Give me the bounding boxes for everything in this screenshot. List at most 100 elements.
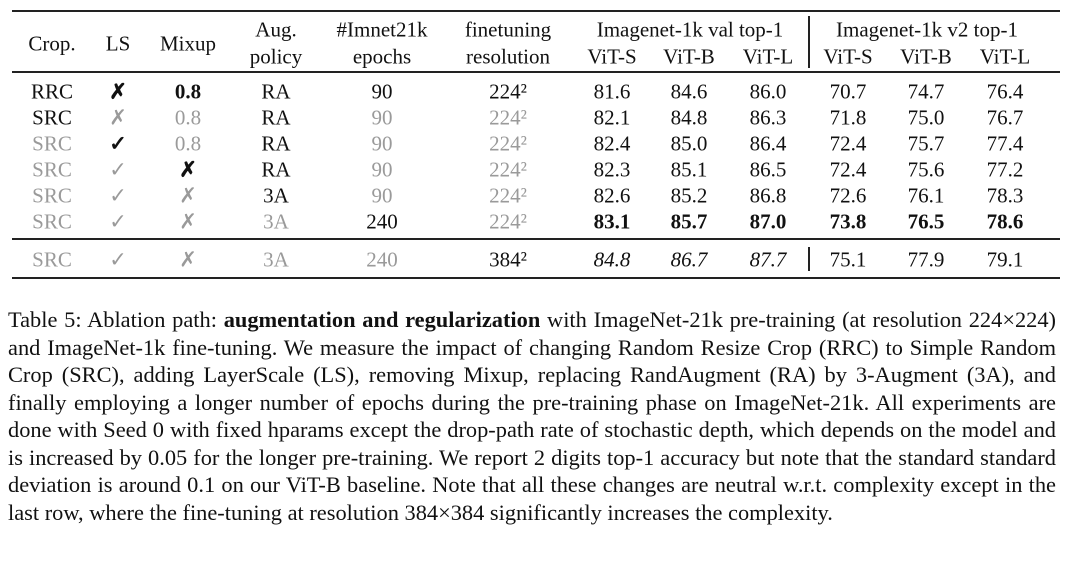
table-cell: 86.0 bbox=[749, 79, 787, 104]
table-cell: 75.0 bbox=[907, 105, 945, 130]
caption-text: with ImageNet-21k pre-training (at resol… bbox=[8, 307, 1056, 525]
table-cell: ✗ bbox=[179, 209, 197, 234]
table-cell: 74.7 bbox=[907, 79, 945, 104]
table-cell: 240 bbox=[366, 247, 398, 272]
header-cell: Mixup bbox=[159, 31, 217, 56]
table-cell: 71.8 bbox=[829, 105, 867, 130]
header-cell: LS bbox=[105, 31, 131, 56]
header-cell: ViT-L bbox=[742, 44, 794, 69]
table-cell: 82.1 bbox=[593, 105, 631, 130]
header-cell: ViT-B bbox=[663, 44, 715, 69]
table-cell: SRC bbox=[32, 105, 72, 130]
header-cell: ViT-S bbox=[587, 44, 637, 69]
table-cell: SRC bbox=[32, 247, 72, 272]
table-cell: ✗ bbox=[179, 183, 197, 208]
header-cell: finetuning bbox=[464, 17, 552, 42]
top-rule bbox=[12, 10, 1060, 12]
table-cell: 224² bbox=[489, 209, 527, 234]
table-cell: 224² bbox=[489, 105, 527, 130]
mid-rule bbox=[12, 238, 1060, 240]
table-cell: 81.6 bbox=[593, 79, 631, 104]
table-cell: 384² bbox=[489, 247, 527, 272]
table-cell: 85.1 bbox=[670, 157, 708, 182]
table-cell: ✓ bbox=[109, 157, 127, 182]
table-cell: ✓ bbox=[109, 247, 127, 272]
table-cell: 86.4 bbox=[749, 131, 787, 156]
table-cell: 75.7 bbox=[907, 131, 945, 156]
table-cell: RA bbox=[261, 105, 291, 130]
table-cell: 78.6 bbox=[986, 209, 1024, 234]
table-cell: SRC bbox=[32, 209, 72, 234]
table-cell: 3A bbox=[263, 247, 289, 272]
table-cell: 82.3 bbox=[593, 157, 631, 182]
column-separator bbox=[808, 247, 810, 271]
table-cell: SRC bbox=[32, 157, 72, 182]
header-cell: ViT-L bbox=[979, 44, 1031, 69]
table-cell: 73.8 bbox=[829, 209, 867, 234]
table-cell: SRC bbox=[32, 131, 72, 156]
table-cell: 76.4 bbox=[986, 79, 1024, 104]
table-cell: 86.5 bbox=[749, 157, 787, 182]
bottom-rule bbox=[12, 277, 1060, 279]
header-cell: #Imnet21k bbox=[336, 17, 428, 42]
table-cell: 85.0 bbox=[670, 131, 708, 156]
caption-label: Table 5: Ablation path: bbox=[8, 307, 224, 332]
caption-bold: augmentation and regularization bbox=[223, 307, 541, 332]
table-cell: 0.8 bbox=[174, 105, 202, 130]
table-cell: 85.2 bbox=[670, 183, 708, 208]
table-cell: ✓ bbox=[109, 183, 127, 208]
header-cell: ViT-S bbox=[823, 44, 873, 69]
table-cell: 72.4 bbox=[829, 131, 867, 156]
table-cell: 87.0 bbox=[749, 209, 787, 234]
table-cell: 82.6 bbox=[593, 183, 631, 208]
table-cell: 76.5 bbox=[907, 209, 945, 234]
table-cell: 84.8 bbox=[670, 105, 708, 130]
header-cell: Crop. bbox=[28, 31, 76, 56]
table-cell: 0.8 bbox=[174, 131, 202, 156]
table-cell: ✗ bbox=[179, 247, 197, 272]
table-cell: 70.7 bbox=[829, 79, 867, 104]
table-cell: 86.3 bbox=[749, 105, 787, 130]
table-cell: 86.8 bbox=[749, 183, 787, 208]
table-cell: 72.6 bbox=[829, 183, 867, 208]
table-cell: 90 bbox=[371, 105, 393, 130]
table-cell: 224² bbox=[489, 183, 527, 208]
table-cell: 224² bbox=[489, 131, 527, 156]
column-separator bbox=[808, 16, 810, 68]
header-cell: resolution bbox=[466, 44, 550, 69]
table-cell: 82.4 bbox=[593, 131, 631, 156]
table-cell: 84.8 bbox=[593, 247, 631, 272]
table-cell: 3A bbox=[263, 209, 289, 234]
table-cell: RA bbox=[261, 79, 291, 104]
table-cell: 0.8 bbox=[174, 79, 202, 104]
table-cell: 87.7 bbox=[749, 247, 787, 272]
table-cell: 90 bbox=[371, 183, 393, 208]
table-cell: 72.4 bbox=[829, 157, 867, 182]
table-cell: 77.2 bbox=[986, 157, 1024, 182]
table-cell: ✓ bbox=[109, 209, 127, 234]
table-cell: 77.4 bbox=[986, 131, 1024, 156]
header-cell: Imagenet-1k v2 top-1 bbox=[836, 17, 1018, 42]
table-cell: 90 bbox=[371, 131, 393, 156]
table-cell: 76.1 bbox=[907, 183, 945, 208]
table-cell: ✓ bbox=[109, 131, 127, 156]
table-cell: 224² bbox=[489, 79, 527, 104]
table-cell: 75.1 bbox=[829, 247, 867, 272]
table-cell: 3A bbox=[263, 183, 289, 208]
table-cell: 86.7 bbox=[670, 247, 708, 272]
table-cell: 240 bbox=[366, 209, 398, 234]
caption: Table 5: Ablation path: augmentation and… bbox=[8, 306, 1056, 526]
table-cell: RA bbox=[261, 157, 291, 182]
table-cell: ✗ bbox=[109, 105, 127, 130]
table-cell: 85.7 bbox=[670, 209, 708, 234]
table-cell: 79.1 bbox=[986, 247, 1024, 272]
table-cell: ✗ bbox=[179, 157, 197, 182]
table-cell: 90 bbox=[371, 157, 393, 182]
header-cell: policy bbox=[249, 44, 303, 69]
table-cell: 78.3 bbox=[986, 183, 1024, 208]
table-cell: 76.7 bbox=[986, 105, 1024, 130]
table-cell: ✗ bbox=[109, 79, 127, 104]
table-cell: 83.1 bbox=[593, 209, 631, 234]
header-cell: ViT-B bbox=[900, 44, 952, 69]
